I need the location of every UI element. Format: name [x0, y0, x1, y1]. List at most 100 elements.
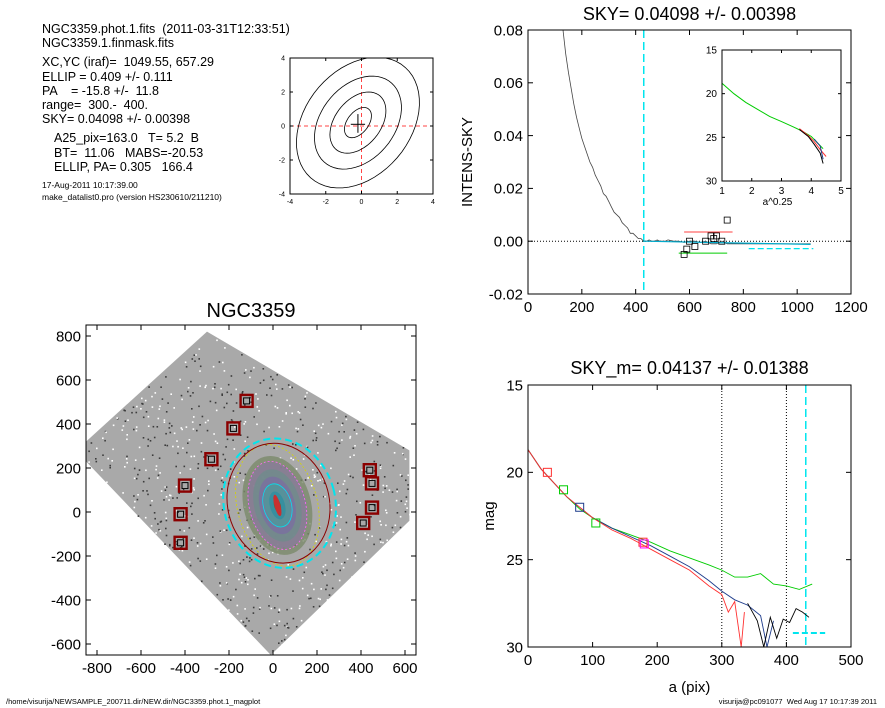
image-noise [132, 406, 135, 408]
image-noise [181, 546, 183, 548]
image-noise [349, 456, 351, 458]
galaxy-contour-cyan [262, 483, 293, 528]
image-noise [150, 525, 153, 527]
image-noise [298, 607, 301, 610]
image-noise [198, 358, 200, 360]
mag-ylabel: mag [481, 501, 498, 530]
image-noise [292, 590, 294, 592]
image-noise [302, 424, 304, 426]
image-noise [111, 460, 113, 462]
image-noise [225, 446, 227, 448]
image-noise [314, 432, 317, 435]
image-noise [287, 384, 290, 386]
image-noise [243, 423, 245, 425]
image-noise [153, 512, 156, 514]
image-noise [268, 426, 270, 429]
contour-xtick-label: -4 [287, 199, 293, 206]
image-noise [214, 567, 217, 569]
image-noise [336, 515, 338, 517]
image-noise [185, 366, 188, 368]
image-noise [322, 423, 324, 425]
image-noise [165, 376, 167, 378]
image-noise [218, 513, 220, 515]
image-noise [267, 559, 270, 562]
image-noise [199, 424, 201, 426]
image-noise [134, 459, 137, 461]
image-noise [249, 376, 251, 379]
image-noise [205, 558, 208, 560]
image-noise [212, 387, 214, 390]
image-noise [324, 495, 326, 498]
image-noise [244, 608, 246, 610]
image-noise [359, 502, 362, 504]
image-noise [382, 541, 384, 544]
image-noise [147, 438, 150, 441]
image-noise [334, 440, 336, 443]
image-noise [164, 511, 167, 514]
inset-xtick-label: 5 [838, 186, 844, 197]
image-noise [241, 392, 244, 394]
mag-title: SKY_m= 0.04137 +/- 0.01388 [570, 358, 808, 379]
image-noise [183, 465, 186, 468]
image-noise [104, 439, 106, 442]
image-noise [221, 509, 224, 511]
image-noise [361, 469, 363, 471]
image-noise [181, 398, 183, 401]
image-noise [238, 481, 240, 484]
image-noise [140, 408, 142, 410]
image-noise [220, 494, 222, 496]
image-ytick-label: 800 [56, 328, 81, 345]
mag-ytick-label: 25 [506, 552, 523, 569]
image-noise [310, 485, 313, 487]
image-noise [305, 566, 308, 569]
mag-point [559, 485, 569, 495]
mag-point [591, 518, 601, 528]
image-noise [147, 415, 150, 418]
image-noise [197, 557, 199, 560]
image-noise [232, 595, 235, 598]
image-noise [340, 563, 343, 565]
image-noise [302, 458, 305, 460]
image-noise [283, 638, 286, 641]
image-noise [392, 464, 395, 467]
image-xtick-label: 600 [392, 660, 417, 677]
galaxy-core [273, 494, 282, 517]
image-noise [249, 557, 251, 559]
image-noise [379, 538, 382, 541]
image-noise [200, 450, 203, 453]
image-noise [324, 574, 326, 576]
image-noise [160, 490, 163, 492]
image-noise [292, 458, 295, 461]
image-noise [193, 488, 195, 491]
image-noise [149, 504, 152, 507]
image-noise [315, 540, 317, 543]
image-noise [326, 599, 329, 601]
image-noise [270, 579, 273, 581]
image-noise [338, 442, 341, 444]
image-noise [243, 372, 246, 374]
image-noise [172, 445, 174, 448]
image-noise [173, 432, 176, 435]
image-noise [197, 520, 199, 522]
image-noise [222, 361, 224, 364]
mask-box-inner [181, 482, 189, 490]
image-noise [186, 451, 188, 454]
image-noise [149, 440, 152, 442]
image-noise [297, 411, 299, 413]
image-noise [265, 444, 268, 446]
image-noise [402, 452, 404, 455]
image-noise [151, 454, 154, 456]
image-noise [135, 411, 138, 414]
image-noise [354, 445, 356, 447]
image-noise [274, 405, 277, 408]
image-noise [317, 597, 320, 600]
image-noise [182, 447, 184, 449]
image-noise [207, 419, 209, 422]
image-noise [354, 559, 357, 562]
image-noise [187, 442, 189, 444]
sky-point [683, 245, 691, 253]
inset-xtick-label: 1 [719, 186, 725, 197]
image-noise [318, 527, 321, 529]
image-noise [164, 444, 166, 446]
image-noise [158, 457, 161, 459]
